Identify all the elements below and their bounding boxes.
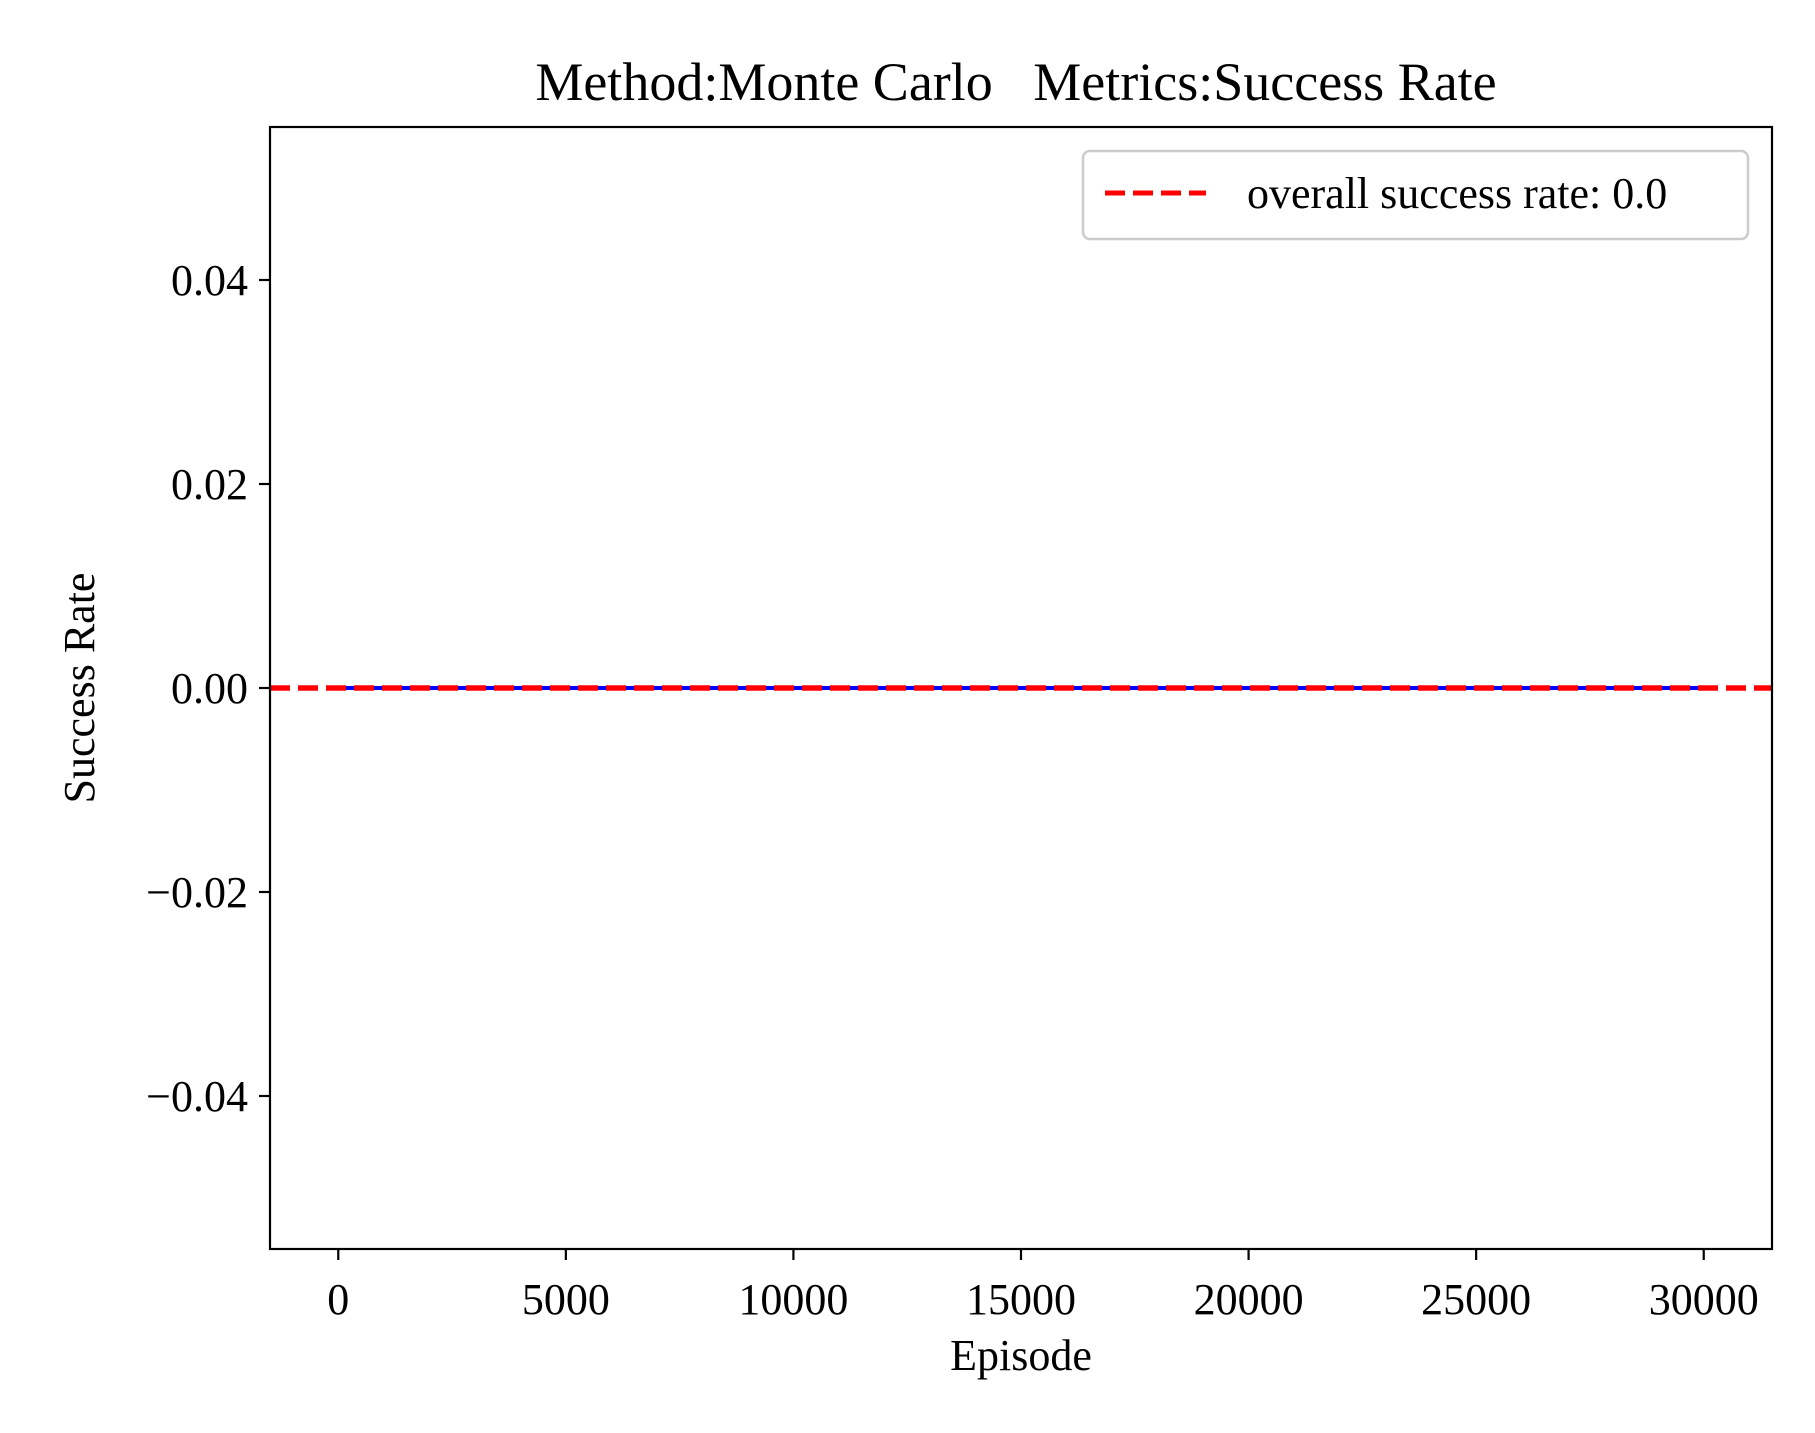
y-tick-label: 0.04	[171, 256, 248, 305]
x-axis: 0 5000 10000 15000 20000 25000 30000	[327, 1249, 1759, 1324]
x-tick-label: 5000	[522, 1275, 610, 1324]
y-tick-label: 0.02	[171, 460, 248, 509]
y-axis-label: Success Rate	[55, 573, 104, 804]
x-tick-label: 10000	[738, 1275, 848, 1324]
x-tick-label: 20000	[1194, 1275, 1304, 1324]
x-tick-label: 0	[327, 1275, 349, 1324]
x-tick-label: 15000	[966, 1275, 1076, 1324]
x-tick-label: 30000	[1649, 1275, 1759, 1324]
legend-box	[1081, 149, 1750, 241]
x-tick-label: 25000	[1421, 1275, 1531, 1324]
y-tick-label: 0.00	[171, 664, 248, 713]
legend: overall success rate: 0.0	[1081, 149, 1750, 241]
x-axis-label: Episode	[950, 1331, 1092, 1380]
legend-label: overall success rate: 0.0	[1247, 169, 1667, 218]
y-axis: −0.04 −0.02 0.00 0.02 0.04	[146, 256, 270, 1121]
y-tick-label: −0.02	[146, 868, 248, 917]
y-tick-label: −0.04	[146, 1072, 248, 1121]
chart-title: Method:Monte Carlo Metrics:Success Rate	[535, 52, 1496, 112]
